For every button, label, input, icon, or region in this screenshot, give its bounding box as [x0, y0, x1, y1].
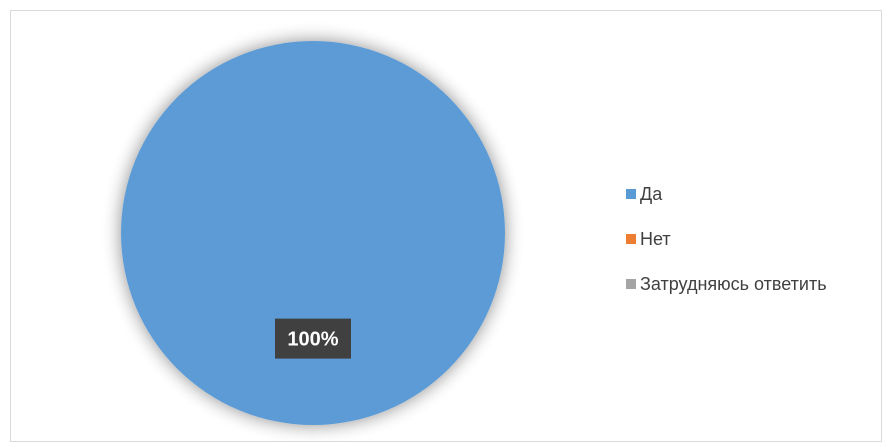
- legend-item-1: Нет: [626, 228, 827, 250]
- pie-slice-0: [121, 41, 505, 425]
- legend-label: Да: [640, 184, 663, 204]
- legend-item-2: Затрудняюсь ответить: [626, 273, 827, 295]
- chart-area: 100% Да Нет Затрудняюсь ответить: [10, 10, 882, 442]
- legend-swatch: [626, 279, 636, 289]
- pie-slices: [121, 41, 505, 425]
- legend-swatch: [626, 234, 636, 244]
- data-label-text: 100%: [287, 329, 338, 351]
- pie-data-labels: 100%: [275, 318, 351, 359]
- legend: Да Нет Затрудняюсь ответить: [626, 183, 827, 318]
- legend-label: Нет: [640, 229, 671, 249]
- legend-swatch: [626, 189, 636, 199]
- pie-chart: 100%: [121, 41, 505, 425]
- legend-item-0: Да: [626, 183, 827, 205]
- legend-label: Затрудняюсь ответить: [640, 274, 827, 294]
- data-label-0: 100%: [275, 318, 351, 359]
- data-label-box: [275, 318, 351, 359]
